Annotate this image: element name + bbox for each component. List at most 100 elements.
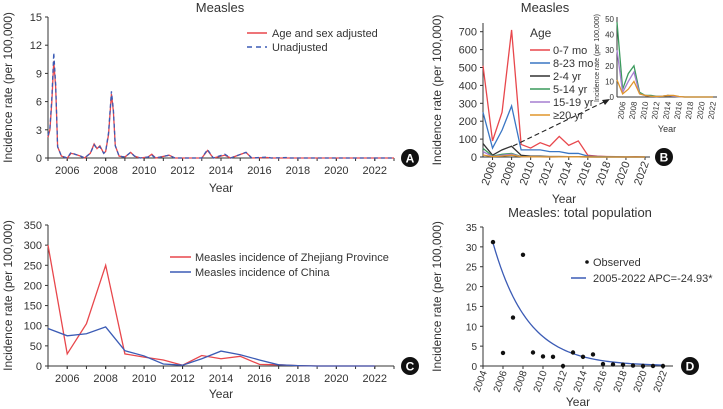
y-tick-label: 20 [466,283,478,294]
observed-point [540,354,546,359]
x-axis-label: Year [209,387,233,401]
x-tick-label: 2008 [512,369,530,394]
observed-point [650,363,656,369]
y-tick-label: 15 [466,302,478,313]
y-axis-label: Incidence rate (per 100,000) [430,221,444,372]
x-tick-label: 2012 [170,373,194,385]
legend-label: Observed [593,257,641,269]
legend-label: 0-7 mo [553,45,587,57]
series-line-1 [47,326,375,367]
y-axis-label: Incidence rate (per 100,000) [1,220,15,371]
legend-label: 2005-2022 APC=-24.93* [593,273,713,285]
x-tick-label: 2018 [594,160,614,187]
y-tick-label: 150 [24,301,42,313]
x-tick-label: 2006 [480,160,500,187]
y-tick-label: 100 [459,134,477,146]
x-tick-label: 2014 [556,160,576,187]
x-tick-label: 2014 [209,165,233,177]
x-tick-label: 2010 [132,165,156,177]
series-line-0 [47,61,394,159]
legend-label: 2-4 yr [553,71,581,83]
y-tick-label: 0 [36,361,42,373]
inset-x-tick-label: 2014 [661,100,672,119]
fit-line [492,242,664,366]
observed-point [550,354,556,360]
legend-marker [585,260,589,264]
x-tick-label: 2022 [632,160,652,187]
panel-badge [401,149,419,167]
x-tick-label: 2016 [592,369,610,394]
x-tick-label: 2016 [247,373,271,385]
observed-point [570,350,576,355]
x-tick-label: 2022 [363,373,387,385]
y-tick-label: 100 [24,321,42,333]
observed-point [640,363,646,369]
zoom-arrow [512,100,607,147]
y-tick-label: 0 [471,362,477,373]
legend-label: ≥20 yr [553,110,584,122]
x-tick-label: 2022 [363,165,387,177]
x-tick-label: 2020 [613,160,633,187]
x-tick-label: 2010 [518,160,538,187]
observed-point [560,363,566,369]
legend-label: Measles incidence of Zhejiang Province [195,252,389,264]
series-line-1 [47,52,394,159]
inset-x-tick-label: 2022 [707,100,718,119]
x-tick-label: 2008 [93,373,117,385]
inset-y-tick-label: 10 [605,77,614,86]
inset-y-tick-label: 40 [605,31,614,40]
panel-badge-label: A [406,152,415,166]
y-tick-label: 3 [36,125,42,137]
inset-x-tick-label: 2020 [695,100,706,119]
x-tick-label: 2012 [537,160,557,187]
x-tick-label: 2006 [55,373,79,385]
y-tick-label: 400 [459,80,477,92]
inset-x-tick-label: 2016 [673,100,684,119]
inset-y-tick-label: 50 [605,15,614,24]
panel-badge [681,357,699,375]
series-line-5 [482,154,645,158]
x-axis-label: Year [566,395,590,409]
x-tick-label: 2008 [499,160,519,187]
observed-point [490,239,496,245]
y-tick-label: 600 [459,45,477,57]
x-axis-label: Year [552,192,576,206]
y-tick-label: 200 [24,280,42,292]
legend-label: Measles incidence of China [195,267,330,279]
chart-title: Measles [521,0,570,15]
observed-point [630,363,636,368]
observed-point [590,352,596,357]
observed-point [600,361,606,367]
inset-y-tick-label: 0 [610,93,615,102]
observed-point [610,362,616,367]
x-tick-label: 2006 [492,369,510,394]
panel-badge-label: B [660,151,669,165]
inset-x-tick-label: 2010 [639,100,650,119]
y-tick-label: 0 [471,152,477,164]
x-tick-label: 2016 [247,165,271,177]
legend-label: 15-19 yr [553,97,594,109]
inset-y-tick-label: 20 [605,62,614,71]
x-tick-label: 2018 [286,165,310,177]
x-tick-label: 2016 [575,160,595,187]
observed-point [620,362,626,368]
x-tick-label: 2020 [324,165,348,177]
observed-point [530,350,536,355]
y-tick-label: 500 [459,63,477,75]
x-tick-label: 2006 [55,165,79,177]
legend-label: 5-14 yr [553,84,588,96]
observed-point [520,252,526,257]
inset-x-axis-label: Year [658,124,676,134]
observed-point [500,350,506,356]
x-tick-label: 2020 [632,369,650,394]
x-tick-label: 2020 [324,373,348,385]
observed-point [510,315,516,320]
x-tick-label: 2014 [572,369,590,394]
inset-x-tick-label: 2018 [684,100,695,119]
y-tick-label: 250 [24,260,42,272]
chart-title: Measles [196,0,245,15]
y-tick-label: 300 [24,240,42,252]
x-axis-label: Year [209,181,233,195]
